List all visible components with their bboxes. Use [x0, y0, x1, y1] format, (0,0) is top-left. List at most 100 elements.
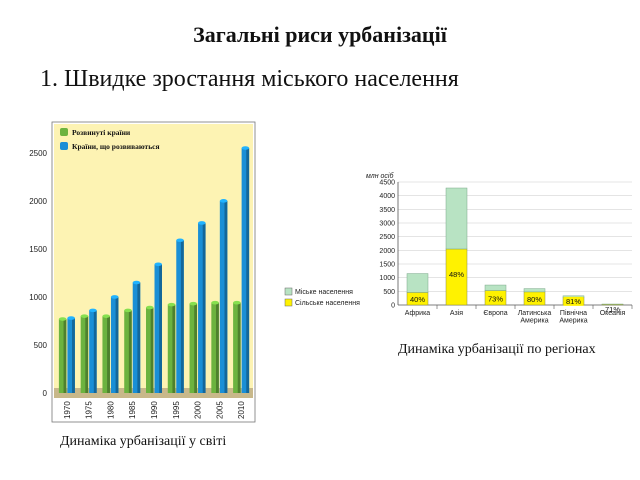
bar-shade: [224, 200, 228, 393]
legend-swatch-developed: [60, 128, 68, 136]
left-y-tick-label: 2000: [29, 197, 47, 206]
bar-developing: [89, 310, 97, 393]
bar-cap: [176, 238, 184, 243]
legend-label-urban: Міське населення: [295, 288, 353, 296]
left-chart-caption: Динаміка урбанізації у світі: [60, 434, 227, 449]
bar-shade: [246, 148, 250, 393]
right-x-tick-label: Латинська: [518, 310, 552, 317]
bar-percent-label: 80%: [527, 295, 542, 304]
right-y-tick-label: 4000: [379, 193, 395, 200]
bar-shade: [194, 303, 198, 393]
right-y-tick-label: 3000: [379, 221, 395, 228]
bar-developed: [189, 303, 198, 393]
right-x-tick-label: Європа: [483, 310, 507, 317]
bar-percent-label: 48%: [449, 270, 464, 279]
bar-developing: [110, 296, 119, 393]
bar-shade: [85, 316, 89, 393]
left-x-tick-label: 1970: [63, 401, 72, 419]
bar-developed: [58, 319, 67, 393]
left-x-tick-label: 1980: [106, 401, 115, 419]
bar-developed: [211, 302, 219, 393]
legend-label-developed: Розвинуті країни: [72, 128, 131, 137]
right-y-tick-label: 1500: [379, 262, 395, 269]
bar-cap: [89, 308, 97, 313]
bar-cap: [110, 295, 119, 299]
right-x-tick-label: Океанія: [600, 309, 626, 317]
bar-shade: [215, 302, 219, 393]
bar-developing: [241, 148, 250, 393]
bar-shade: [159, 264, 162, 393]
slide-title: Загальні риси урбанізації: [193, 22, 447, 47]
bar-shade: [115, 296, 119, 393]
bar-cap: [233, 300, 241, 305]
bar-developing: [176, 240, 184, 393]
left-x-tick-label: 2005: [215, 401, 224, 419]
right-x-tick-label: Африка: [405, 310, 431, 317]
right-y-tick-label: 1000: [379, 275, 395, 282]
left-y-tick-label: 1500: [29, 245, 47, 254]
legend-swatch-developing: [60, 142, 68, 150]
percent-label-bg: [485, 294, 506, 304]
bar-percent-label: 81%: [566, 297, 581, 306]
bar-developed: [102, 316, 110, 393]
bar-shade: [180, 240, 184, 393]
bar-cap: [241, 146, 250, 150]
bar-developed: [233, 302, 241, 393]
bar-shade: [172, 304, 176, 393]
bar-percent-label: 71%: [605, 305, 620, 314]
bar-cap: [146, 305, 154, 310]
right-x-tick-label: Північна: [560, 309, 587, 317]
bar-developing: [198, 222, 206, 393]
percent-label-bg: [446, 269, 467, 279]
percent-label-bg: [563, 296, 584, 306]
bar-cap: [219, 199, 228, 203]
bar-shade: [63, 319, 67, 393]
bar-cap: [198, 221, 206, 225]
left-x-tick-label: 2010: [237, 401, 246, 419]
bar-shade: [202, 222, 206, 393]
bar-developing: [154, 264, 162, 393]
legend-label-developing: Країни, що розвиваються: [72, 142, 160, 151]
bar-cap: [154, 262, 162, 267]
left-y-tick-label: 0: [43, 389, 48, 398]
bar-shade: [128, 310, 132, 393]
bar-developing: [132, 282, 141, 393]
legend-swatch-rural: [284, 298, 293, 307]
bar-urban-segment: [406, 273, 429, 293]
bar-cap: [67, 316, 75, 320]
bar-developed: [80, 316, 89, 393]
percent-label-bg: [524, 295, 545, 304]
right-legend: Міське населення Сільське населення: [284, 287, 360, 307]
bar-shade: [150, 307, 154, 393]
bar-percent-label: 40%: [410, 295, 425, 304]
bar-cap: [132, 280, 141, 285]
right-y-tick-label: 2000: [379, 248, 395, 255]
left-x-tick-label: 1995: [172, 401, 181, 419]
bar-cap: [167, 302, 176, 307]
bar-developed: [124, 310, 132, 393]
legend-label-rural: Сільське населення: [295, 299, 360, 307]
bar-developing: [67, 318, 75, 393]
bar-cap: [211, 300, 219, 305]
bar-shade: [237, 302, 241, 393]
left-x-tick-label: 1975: [85, 401, 94, 419]
right-y-tick-label: 4500: [379, 180, 395, 187]
right-chart-caption: Динаміка урбанізації по регіонах: [398, 342, 596, 357]
right-y-tick-label: 0: [391, 303, 395, 310]
left-y-tick-label: 2500: [29, 149, 47, 158]
bar-urban-segment: [484, 284, 507, 291]
bar-shade: [107, 316, 110, 393]
legend-swatch-urban: [284, 287, 293, 296]
right-y-tick-label: 3500: [379, 207, 395, 214]
bar-percent-label: 73%: [488, 295, 503, 304]
left-x-tick-label: 2000: [194, 401, 203, 419]
left-y-tick-label: 1000: [29, 293, 47, 302]
bar-cap: [80, 314, 89, 318]
slide-subtitle: 1. Швидке зростання міського населення: [40, 66, 459, 92]
bar-urban-segment: [523, 288, 546, 293]
bar-shade: [137, 282, 141, 393]
bar-cap: [102, 314, 110, 318]
bar-developed: [146, 307, 154, 393]
bar-developing: [219, 200, 228, 393]
